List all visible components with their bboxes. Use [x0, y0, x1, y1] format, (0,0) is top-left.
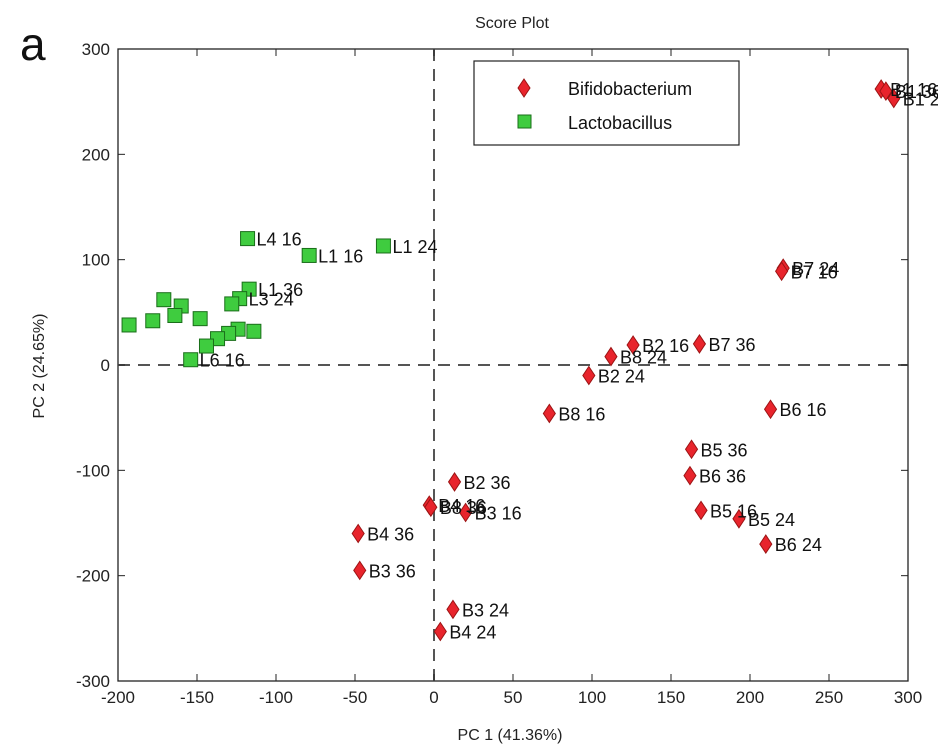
- point-marker-diamond: [351, 523, 365, 544]
- plot-area: [117, 48, 909, 682]
- point-label: B1 24: [903, 90, 938, 110]
- x-tick-label: 200: [736, 688, 764, 707]
- point-marker-square: [301, 247, 317, 263]
- point-label: B1 36: [895, 82, 938, 102]
- y-tick-label: -200: [76, 567, 110, 586]
- point-marker-square: [240, 231, 256, 247]
- legend-label-bifidobacterium: Bifidobacterium: [568, 79, 692, 99]
- point-label: B4 16: [438, 496, 485, 516]
- point-marker-square: [246, 323, 262, 339]
- legend-box: [473, 60, 740, 146]
- point-label: B7 16: [791, 262, 838, 282]
- point-label: B3 36: [369, 561, 416, 581]
- point-label: B8 36: [440, 498, 487, 518]
- point-marker-diamond: [683, 465, 697, 486]
- point-label: L1 16: [318, 246, 363, 266]
- point-marker-diamond: [684, 439, 699, 460]
- x-tick-label: 100: [578, 688, 606, 707]
- point-marker-diamond: [433, 621, 447, 642]
- point-label: L1 24: [392, 237, 437, 257]
- x-tick-label: 150: [657, 688, 685, 707]
- x-tick-label: -150: [180, 688, 214, 707]
- point-marker-diamond: [446, 599, 460, 620]
- point-marker-diamond: [694, 500, 708, 521]
- point-label: B2 24: [598, 367, 645, 387]
- axis-ticks: -200 -150 -100 -50 0 50 100 150 200 250 300-300-20…: [76, 40, 922, 707]
- point-marker-diamond: [732, 508, 746, 529]
- legend: Bifidobacterium Lactobacillus: [473, 60, 740, 146]
- point-marker-diamond: [424, 497, 438, 518]
- point-label: B1 16: [890, 80, 937, 100]
- point-label: B5 24: [748, 510, 795, 530]
- point-label: B4 24: [449, 622, 496, 642]
- point-marker-square: [156, 292, 172, 308]
- point-label: L3 24: [249, 290, 294, 310]
- legend-diamond-icon: [517, 78, 531, 98]
- point-marker-square: [375, 238, 391, 254]
- data-points: [121, 79, 901, 642]
- point-marker-diamond: [763, 399, 778, 420]
- point-marker-square: [183, 352, 199, 368]
- point-label: B6 16: [780, 400, 827, 420]
- point-label: B8 24: [620, 348, 667, 368]
- x-tick-label: 300: [894, 688, 922, 707]
- point-marker-diamond: [447, 472, 462, 492]
- point-label: L1 36: [258, 280, 303, 300]
- point-marker-diamond: [692, 334, 707, 354]
- x-tick-label: -100: [259, 688, 293, 707]
- point-marker-diamond: [759, 534, 773, 554]
- point-marker-square: [198, 338, 214, 354]
- point-label: B2 16: [642, 336, 689, 356]
- point-marker-diamond: [458, 502, 473, 523]
- y-tick-label: 0: [101, 356, 110, 375]
- panel-letter: a: [20, 18, 46, 70]
- point-label: B3 16: [475, 503, 522, 523]
- point-label: B7 36: [708, 335, 755, 355]
- point-label: B5 16: [710, 501, 757, 521]
- point-label: B8 16: [558, 404, 605, 424]
- x-tick-label: 50: [504, 688, 523, 707]
- point-marker-square: [224, 296, 240, 312]
- point-label: B6 36: [699, 467, 746, 487]
- point-label: B6 24: [775, 535, 822, 555]
- point-marker-diamond: [353, 560, 367, 581]
- x-tick-label: 250: [815, 688, 843, 707]
- point-marker-diamond: [887, 88, 901, 109]
- point-label: B4 36: [367, 525, 414, 545]
- x-tick-label: 0: [429, 688, 438, 707]
- x-axis-label: PC 1 (41.36%): [458, 727, 563, 744]
- point-marker-diamond: [582, 365, 596, 386]
- point-marker-square: [121, 317, 137, 333]
- legend-label-lactobacillus: Lactobacillus: [568, 113, 672, 133]
- y-tick-label: -100: [76, 461, 110, 480]
- point-label: B5 36: [701, 440, 748, 460]
- chart-title: Score Plot: [475, 15, 549, 32]
- point-marker-diamond: [879, 81, 893, 102]
- x-tick-label: -50: [343, 688, 368, 707]
- y-tick-label: -300: [76, 672, 110, 691]
- point-label: B3 24: [462, 600, 509, 620]
- point-label: B2 36: [464, 473, 511, 493]
- point-marker-diamond: [626, 335, 640, 355]
- y-tick-label: 300: [82, 40, 110, 59]
- y-tick-label: 100: [82, 251, 110, 270]
- point-label: L4 16: [257, 230, 302, 250]
- point-marker-square: [145, 313, 161, 329]
- point-marker-square: [167, 307, 183, 323]
- y-axis-label: PC 2 (24.65%): [31, 314, 48, 419]
- y-tick-label: 200: [82, 145, 110, 164]
- legend-square-icon: [517, 114, 532, 129]
- point-label: L6 16: [200, 351, 245, 371]
- point-marker-diamond: [542, 403, 556, 424]
- point-marker-square: [192, 311, 208, 327]
- point-marker-diamond: [774, 261, 789, 282]
- point-marker-diamond: [604, 346, 618, 367]
- x-tick-label: -200: [101, 688, 135, 707]
- point-label: B7 24: [792, 259, 839, 279]
